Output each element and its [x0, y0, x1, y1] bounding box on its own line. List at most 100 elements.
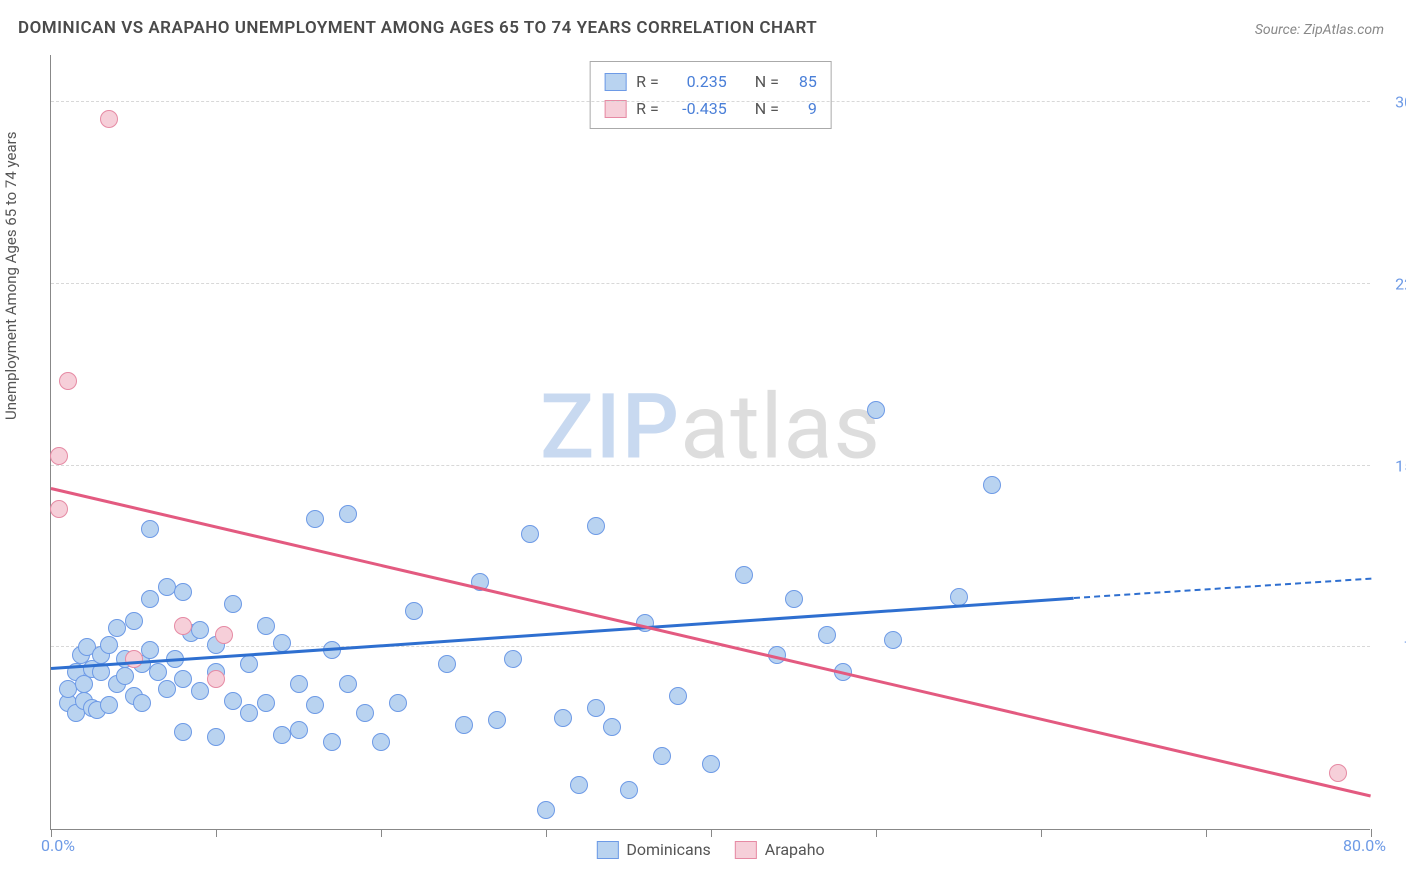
watermark-zip: ZIP: [540, 374, 680, 479]
data-point: [587, 517, 605, 535]
chart-title: DOMINICAN VS ARAPAHO UNEMPLOYMENT AMONG …: [18, 18, 817, 38]
data-point: [158, 578, 176, 596]
data-point: [125, 650, 143, 668]
x-tick: [1206, 829, 1207, 837]
x-tick-label: 0.0%: [41, 836, 75, 855]
data-point: [323, 733, 341, 751]
x-tick: [1041, 829, 1042, 837]
legend-n-value: 9: [789, 95, 817, 122]
data-point: [867, 401, 885, 419]
data-point: [191, 682, 209, 700]
legend-swatch: [604, 100, 626, 118]
x-tick-label: 80.0%: [1343, 836, 1386, 855]
y-axis-label: Unemployment Among Ages 65 to 74 years: [2, 132, 20, 420]
data-point: [570, 776, 588, 794]
data-point: [224, 595, 242, 613]
data-point: [174, 617, 192, 635]
gridline: [51, 283, 1370, 284]
legend-row: R = 0.235 N = 85: [604, 68, 817, 95]
data-point: [950, 588, 968, 606]
data-point: [257, 617, 275, 635]
data-point: [50, 500, 68, 518]
legend-swatch: [604, 73, 626, 91]
data-point: [215, 626, 233, 644]
data-point: [125, 612, 143, 630]
legend-label: Dominicans: [626, 840, 710, 859]
data-point: [50, 447, 68, 465]
data-point: [59, 680, 77, 698]
data-point: [983, 476, 1001, 494]
data-point: [273, 634, 291, 652]
data-point: [174, 670, 192, 688]
x-tick: [546, 829, 547, 837]
data-point: [306, 696, 324, 714]
data-point: [100, 636, 118, 654]
x-tick: [216, 829, 217, 837]
data-point: [108, 619, 126, 637]
legend-swatch: [735, 841, 757, 859]
data-point: [669, 687, 687, 705]
data-point: [356, 704, 374, 722]
legend-n-label: N =: [755, 95, 779, 122]
watermark: ZIPatlas: [540, 374, 881, 479]
data-point: [290, 675, 308, 693]
data-point: [653, 747, 671, 765]
data-point: [785, 590, 803, 608]
legend-r-value: 0.235: [669, 68, 727, 95]
data-point: [174, 583, 192, 601]
data-point: [537, 801, 555, 819]
data-point: [389, 694, 407, 712]
data-point: [191, 621, 209, 639]
gridline: [51, 646, 1370, 647]
data-point: [141, 520, 159, 538]
x-tick: [711, 829, 712, 837]
data-point: [207, 728, 225, 746]
data-point: [100, 696, 118, 714]
data-point: [455, 716, 473, 734]
data-point: [603, 718, 621, 736]
data-point: [438, 655, 456, 673]
data-point: [158, 680, 176, 698]
data-point: [620, 781, 638, 799]
data-point: [240, 704, 258, 722]
data-point: [290, 721, 308, 739]
data-point: [884, 631, 902, 649]
source-attribution: Source: ZipAtlas.com: [1255, 22, 1384, 38]
data-point: [306, 510, 324, 528]
data-point: [149, 663, 167, 681]
trend-line: [51, 487, 1372, 797]
legend-r-label: R =: [636, 68, 659, 95]
x-tick: [381, 829, 382, 837]
trend-line: [1074, 578, 1371, 599]
data-point: [818, 626, 836, 644]
data-point: [339, 675, 357, 693]
data-point: [100, 110, 118, 128]
legend-label: Arapaho: [765, 840, 825, 859]
legend-item: Dominicans: [596, 840, 710, 859]
data-point: [59, 372, 77, 390]
data-point: [339, 505, 357, 523]
data-point: [521, 525, 539, 543]
legend-n-label: N =: [755, 68, 779, 95]
legend-item: Arapaho: [735, 840, 825, 859]
data-point: [735, 566, 753, 584]
data-point: [133, 694, 151, 712]
data-point: [273, 726, 291, 744]
data-point: [504, 650, 522, 668]
scatter-plot-area: ZIPatlas R =0.235 N =85R =-0.435 N =9 Do…: [50, 55, 1370, 830]
data-point: [257, 694, 275, 712]
y-tick-label: 30.0%: [1395, 93, 1406, 112]
data-point: [488, 711, 506, 729]
data-point: [224, 692, 242, 710]
y-tick-label: 22.5%: [1395, 275, 1406, 294]
data-point: [116, 667, 134, 685]
x-tick: [876, 829, 877, 837]
data-point: [174, 723, 192, 741]
y-tick-label: 15.0%: [1395, 456, 1406, 475]
legend-row: R =-0.435 N =9: [604, 95, 817, 122]
series-legend: Dominicans Arapaho: [596, 840, 824, 859]
legend-swatch: [596, 841, 618, 859]
data-point: [240, 655, 258, 673]
data-point: [554, 709, 572, 727]
legend-n-value: 85: [789, 68, 817, 95]
